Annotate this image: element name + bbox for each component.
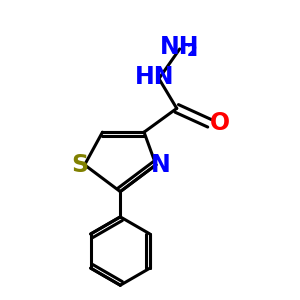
- Text: NH: NH: [160, 35, 200, 59]
- Text: N: N: [151, 153, 170, 177]
- Text: 2: 2: [187, 44, 198, 59]
- Text: O: O: [210, 111, 230, 135]
- Text: HN: HN: [135, 65, 174, 89]
- Text: S: S: [72, 153, 89, 177]
